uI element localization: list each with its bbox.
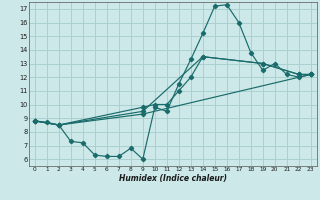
X-axis label: Humidex (Indice chaleur): Humidex (Indice chaleur) bbox=[119, 174, 227, 183]
